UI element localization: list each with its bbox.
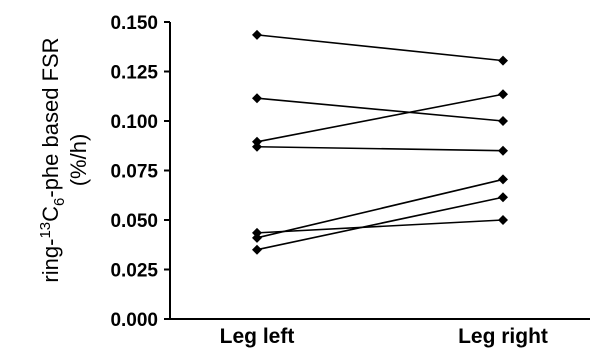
y-ticks: 0.000 0.025 0.050 0.075 0.100 0.125 0.150 [110, 13, 170, 331]
y-axis-label-line1: ring-13C6-phe based FSR [37, 37, 68, 282]
data-point [498, 215, 508, 225]
y-tick-label: 0.100 [110, 112, 158, 133]
data-point [498, 174, 508, 184]
data-point [498, 56, 508, 66]
data-point [252, 93, 262, 103]
data-point [252, 30, 262, 40]
data-point [498, 116, 508, 126]
y-tick-label: 0.000 [110, 310, 158, 331]
x-category-label: Leg left [220, 325, 295, 348]
series-line [257, 220, 503, 233]
x-categories: Leg left Leg right [220, 325, 548, 348]
data-point [252, 245, 262, 255]
y-tick-label: 0.075 [110, 162, 158, 183]
series-7 [252, 192, 508, 254]
data-point [498, 192, 508, 202]
series-group [252, 30, 508, 255]
data-point [498, 146, 508, 156]
series-2 [252, 93, 508, 126]
series-line [257, 197, 503, 249]
y-tick-label: 0.025 [110, 261, 158, 282]
series-4 [252, 142, 508, 156]
y-axis-label: ring-13C6-phe based FSR (%/h) [37, 37, 91, 282]
series-6 [252, 174, 508, 242]
y-tick-label: 0.125 [110, 63, 158, 84]
axes [170, 22, 590, 319]
series-1 [252, 30, 508, 66]
series-line [257, 147, 503, 151]
y-tick-label: 0.150 [110, 13, 158, 34]
x-category-label: Leg right [458, 325, 548, 348]
y-axis-label-line2: (%/h) [66, 134, 91, 187]
data-point [498, 89, 508, 99]
series-5 [252, 215, 508, 238]
series-line [257, 179, 503, 237]
y-tick-label: 0.050 [110, 211, 158, 232]
series-line [257, 35, 503, 61]
